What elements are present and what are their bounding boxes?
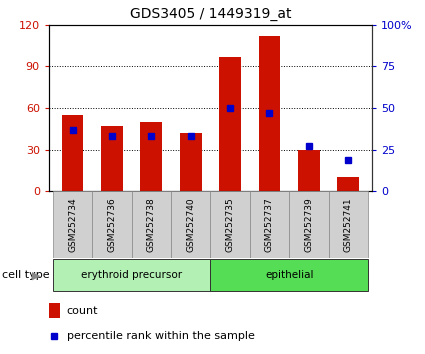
Text: GSM252734: GSM252734	[68, 198, 77, 252]
Text: GSM252735: GSM252735	[226, 198, 235, 252]
Text: percentile rank within the sample: percentile rank within the sample	[67, 331, 255, 341]
Bar	[329, 191, 368, 258]
Text: count: count	[67, 306, 98, 316]
Bar	[140, 122, 162, 191]
Bar	[132, 191, 171, 258]
Bar	[259, 36, 280, 191]
Text: ▶: ▶	[32, 270, 41, 280]
Bar	[250, 191, 289, 258]
Bar	[53, 259, 210, 291]
Bar	[101, 126, 123, 191]
Bar	[210, 191, 250, 258]
Text: cell type: cell type	[2, 270, 50, 280]
Bar	[171, 191, 210, 258]
Bar	[180, 133, 201, 191]
Text: GSM252738: GSM252738	[147, 198, 156, 252]
Text: GSM252737: GSM252737	[265, 198, 274, 252]
Bar	[219, 57, 241, 191]
Bar	[289, 191, 329, 258]
Text: GSM252739: GSM252739	[304, 198, 313, 252]
Text: epithelial: epithelial	[265, 270, 313, 280]
Bar	[92, 191, 132, 258]
Bar	[53, 191, 92, 258]
Text: GSM252740: GSM252740	[186, 198, 195, 252]
Text: erythroid precursor: erythroid precursor	[81, 270, 182, 280]
Text: GSM252741: GSM252741	[344, 198, 353, 252]
Bar	[49, 303, 60, 318]
Title: GDS3405 / 1449319_at: GDS3405 / 1449319_at	[130, 7, 291, 21]
Text: GSM252736: GSM252736	[108, 198, 116, 252]
Bar	[62, 115, 83, 191]
Bar	[337, 177, 359, 191]
Bar	[210, 259, 368, 291]
Bar	[298, 149, 320, 191]
